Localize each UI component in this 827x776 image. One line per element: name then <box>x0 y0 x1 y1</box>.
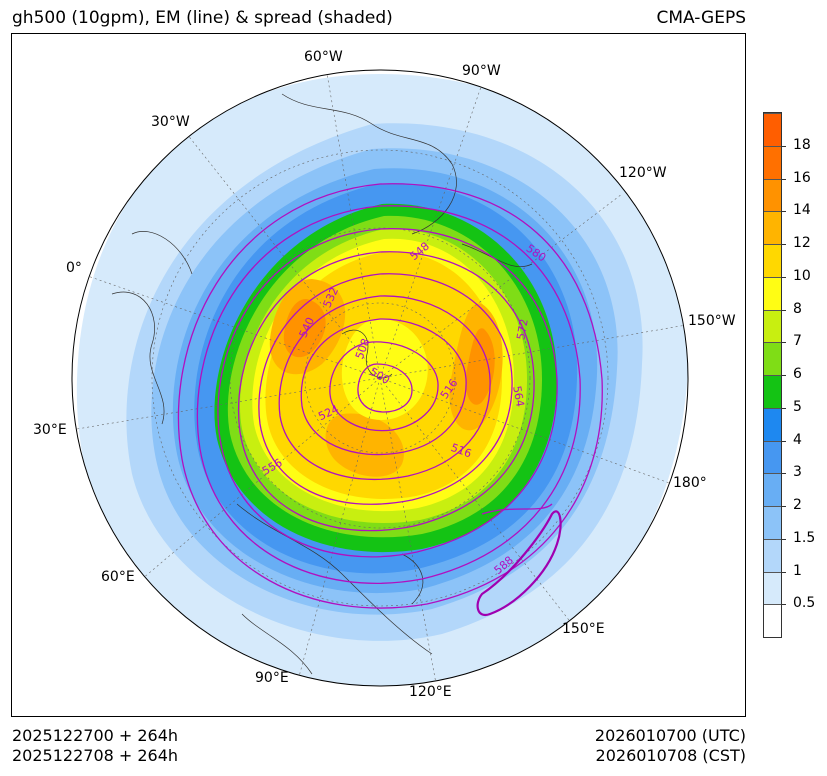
colorbar-segment <box>764 407 781 441</box>
colorbar-tick <box>782 440 786 442</box>
colorbar-tick-label: 16 <box>793 169 811 186</box>
lon-label: 120°W <box>619 165 667 181</box>
colorbar-segment <box>764 211 781 244</box>
polar-map: 548 580 532 540 572 508 500 516 564 524 … <box>71 69 689 687</box>
colorbar-tick-label: 5 <box>793 398 802 415</box>
colorbar-tick-label: 1.5 <box>793 529 816 546</box>
colorbar-segment <box>764 506 781 539</box>
init-time-cst: 2025122708 + 264h <box>12 746 179 765</box>
colorbar-segment <box>764 145 781 179</box>
colorbar-tick-label: 2 <box>793 497 802 513</box>
colorbar-tick-label: 8 <box>793 300 802 317</box>
colorbar-tick-label: 7 <box>793 333 802 350</box>
colorbar-segment <box>764 538 781 572</box>
colorbar-tick <box>782 244 786 245</box>
colorbar-tick-label: 18 <box>793 136 811 153</box>
colorbar-tick <box>782 309 786 311</box>
colorbar-segment <box>764 571 781 605</box>
colorbar-tick-label: 6 <box>793 366 802 382</box>
valid-time-cst: 2026010708 (CST) <box>595 746 746 765</box>
coastlines <box>111 93 533 675</box>
colorbar-tick-label: 14 <box>793 202 811 219</box>
lon-label: 60°W <box>304 49 343 65</box>
lon-label: 120°E <box>409 684 452 700</box>
contour-label: 572 <box>514 318 530 341</box>
colorbar-tick <box>782 211 786 213</box>
colorbar-segment <box>764 473 781 506</box>
lon-label: 60°E <box>101 569 135 585</box>
colorbar-tick <box>782 178 786 180</box>
lon-label: 150°E <box>562 621 605 637</box>
colorbar-segment <box>764 244 781 277</box>
colorbar <box>763 112 782 638</box>
colorbar-tick <box>782 276 786 278</box>
colorbar-tick-label: 10 <box>793 267 811 284</box>
colorbar-segment <box>764 440 781 474</box>
lon-label: 90°E <box>255 670 289 686</box>
map-boundary <box>71 69 689 687</box>
graticule <box>76 73 688 686</box>
colorbar-segment <box>764 113 781 146</box>
em-contours <box>177 183 603 609</box>
colorbar-tick <box>782 571 786 573</box>
colorbar-segment <box>764 342 781 375</box>
lon-label: 30°W <box>151 114 190 130</box>
colorbar-tick <box>782 342 786 344</box>
colorbar-tick-label: 3 <box>793 464 802 481</box>
colorbar-tick <box>782 538 786 540</box>
lon-label: 150°W <box>688 313 736 329</box>
spread-band-12c <box>325 413 404 477</box>
colorbar-tick <box>782 375 786 376</box>
init-time-utc: 2025122700 + 264h <box>12 726 179 745</box>
lon-label: 30°E <box>33 422 67 438</box>
colorbar-tick-label: 0.5 <box>793 595 816 612</box>
colorbar-segment <box>764 604 781 637</box>
map-title: gh500 (10gpm), EM (line) & spread (shade… <box>12 8 393 28</box>
contour-label: 564 <box>510 385 526 408</box>
colorbar-segment <box>764 276 781 310</box>
colorbar-tick <box>782 473 786 475</box>
contour-588 <box>476 510 562 617</box>
spread-band-14 <box>283 298 326 358</box>
valid-time-utc: 2026010700 (UTC) <box>594 726 746 745</box>
lon-label: 90°W <box>462 63 501 79</box>
colorbar-tick-label: 12 <box>793 235 811 251</box>
colorbar-tick <box>782 604 786 606</box>
lon-label: 0° <box>66 260 82 276</box>
colorbar-segment <box>764 178 781 212</box>
map-panel: 548 580 532 540 572 508 500 516 564 524 … <box>11 33 746 717</box>
colorbar-segment <box>764 309 781 343</box>
colorbar-tick <box>782 407 786 409</box>
colorbar-tick-label: 1 <box>793 562 802 579</box>
lon-label: 180° <box>673 475 707 491</box>
colorbar-tick <box>782 145 786 147</box>
colorbar-segment <box>764 375 781 408</box>
model-name: CMA-GEPS <box>656 8 746 28</box>
spread-band-14b <box>465 328 495 405</box>
colorbar-tick <box>782 506 786 507</box>
colorbar-tick-label: 4 <box>793 431 802 448</box>
